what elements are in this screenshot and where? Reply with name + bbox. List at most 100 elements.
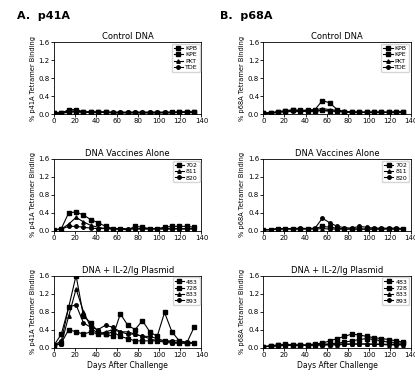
893 bbox=[371, 342, 376, 346]
Y-axis label: % p68A Tetramer Binding: % p68A Tetramer Binding bbox=[239, 36, 245, 121]
TDE bbox=[312, 108, 317, 113]
X-axis label: Days After Challenge: Days After Challenge bbox=[297, 361, 378, 369]
728 bbox=[327, 342, 332, 346]
TDE bbox=[81, 110, 86, 115]
TDE bbox=[147, 110, 152, 115]
893 bbox=[118, 330, 123, 334]
893 bbox=[349, 342, 354, 346]
811 bbox=[132, 227, 137, 231]
KPE bbox=[96, 110, 101, 115]
Line: 483: 483 bbox=[261, 332, 405, 348]
KPB bbox=[59, 111, 64, 115]
TDE bbox=[393, 110, 398, 115]
Line: 811: 811 bbox=[52, 215, 196, 232]
KPE bbox=[132, 110, 137, 115]
PKT bbox=[276, 110, 281, 114]
820 bbox=[327, 220, 332, 225]
833 bbox=[268, 344, 273, 348]
702 bbox=[155, 226, 160, 231]
811 bbox=[357, 227, 362, 231]
833 bbox=[177, 341, 182, 345]
702 bbox=[59, 226, 64, 231]
KPE bbox=[110, 110, 115, 115]
PKT bbox=[261, 111, 266, 115]
PKT bbox=[290, 108, 295, 113]
833 bbox=[103, 330, 108, 334]
Legend: 483, 728, 833, 893: 483, 728, 833, 893 bbox=[382, 277, 409, 306]
893 bbox=[298, 343, 303, 348]
KPE bbox=[73, 110, 78, 114]
TDE bbox=[177, 110, 182, 115]
702 bbox=[364, 227, 369, 231]
728 bbox=[155, 338, 160, 343]
811 bbox=[140, 227, 145, 231]
483 bbox=[276, 343, 281, 348]
820 bbox=[51, 228, 56, 232]
KPB bbox=[393, 110, 398, 115]
702 bbox=[305, 226, 310, 231]
702 bbox=[298, 227, 303, 231]
PKT bbox=[59, 110, 64, 115]
893 bbox=[379, 342, 384, 346]
820 bbox=[59, 227, 64, 231]
893 bbox=[162, 338, 167, 343]
KPE bbox=[66, 110, 71, 114]
483 bbox=[305, 343, 310, 347]
728 bbox=[184, 341, 189, 345]
833 bbox=[342, 342, 347, 347]
811 bbox=[169, 227, 174, 231]
TDE bbox=[66, 110, 71, 115]
811 bbox=[192, 227, 197, 231]
833 bbox=[261, 345, 266, 349]
KPB bbox=[96, 110, 101, 114]
PKT bbox=[51, 111, 56, 115]
702 bbox=[96, 220, 101, 225]
KPB bbox=[118, 110, 123, 115]
KPE bbox=[334, 109, 339, 114]
811 bbox=[298, 227, 303, 231]
483 bbox=[357, 333, 362, 337]
PKT bbox=[364, 110, 369, 115]
811 bbox=[177, 227, 182, 231]
Title: DNA + IL-2/Ig Plasmid: DNA + IL-2/Ig Plasmid bbox=[291, 266, 383, 275]
820 bbox=[192, 226, 197, 231]
TDE bbox=[132, 110, 137, 115]
702 bbox=[125, 228, 130, 232]
728 bbox=[364, 336, 369, 341]
KPE bbox=[103, 110, 108, 115]
PKT bbox=[103, 110, 108, 115]
KPE bbox=[357, 110, 362, 115]
811 bbox=[59, 227, 64, 231]
PKT bbox=[140, 110, 145, 115]
833 bbox=[59, 342, 64, 346]
728 bbox=[379, 338, 384, 343]
Line: 728: 728 bbox=[261, 337, 405, 348]
833 bbox=[386, 343, 391, 347]
KPB bbox=[184, 110, 189, 114]
833 bbox=[357, 342, 362, 346]
811 bbox=[401, 227, 406, 231]
PKT bbox=[155, 110, 160, 115]
PKT bbox=[162, 110, 167, 115]
TDE bbox=[305, 108, 310, 113]
820 bbox=[66, 224, 71, 229]
KPB bbox=[51, 111, 56, 115]
893 bbox=[192, 341, 197, 345]
728 bbox=[140, 338, 145, 343]
TDE bbox=[379, 110, 384, 115]
728 bbox=[169, 340, 174, 345]
TDE bbox=[140, 110, 145, 115]
KPB bbox=[327, 100, 332, 105]
Line: 820: 820 bbox=[261, 217, 405, 232]
833 bbox=[334, 343, 339, 347]
483 bbox=[342, 334, 347, 339]
PKT bbox=[357, 110, 362, 115]
893 bbox=[283, 343, 288, 348]
728 bbox=[386, 340, 391, 345]
833 bbox=[371, 342, 376, 347]
893 bbox=[305, 343, 310, 348]
483 bbox=[334, 336, 339, 341]
KPB bbox=[66, 107, 71, 112]
702 bbox=[371, 227, 376, 231]
TDE bbox=[73, 109, 78, 114]
